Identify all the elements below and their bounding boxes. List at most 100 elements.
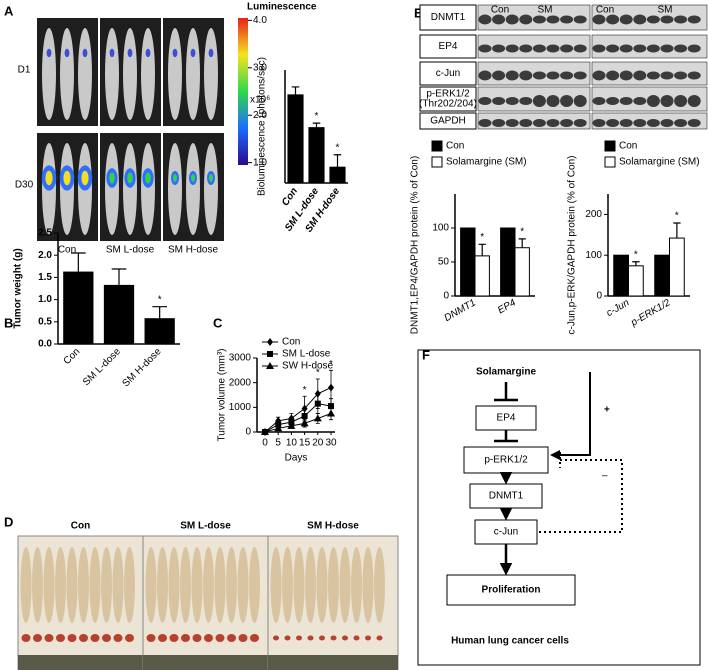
mouse [78, 547, 89, 623]
band [573, 44, 587, 53]
blot-label-box [419, 34, 477, 59]
legend-swatch [604, 140, 616, 152]
marker [274, 424, 283, 432]
tumor [90, 634, 100, 642]
mouse [186, 143, 200, 235]
band [505, 97, 519, 105]
pathway-edge [494, 382, 518, 402]
band [606, 119, 620, 127]
band [478, 70, 492, 81]
lane-label: SM [658, 5, 673, 16]
band [492, 97, 506, 105]
band [505, 14, 519, 25]
signal-core [45, 170, 53, 186]
mouse [186, 28, 200, 120]
band [592, 70, 606, 81]
band [519, 70, 533, 81]
band [674, 71, 688, 80]
signal-core [145, 172, 151, 184]
band [592, 119, 606, 127]
band [633, 14, 647, 25]
marker [301, 412, 308, 419]
signal [127, 48, 133, 58]
significance: * [675, 211, 679, 222]
signal [64, 48, 70, 58]
y-tick-label: 1.0 [38, 294, 52, 305]
bar [474, 255, 490, 297]
marker [328, 403, 334, 410]
x-tick-label: SM H-dose [121, 346, 164, 389]
pathway-box [474, 519, 538, 545]
mouse [89, 547, 101, 623]
error-bar [333, 154, 342, 168]
marker [267, 351, 273, 357]
line [264, 387, 332, 433]
ruler [268, 655, 398, 670]
band [505, 70, 519, 81]
mouse [204, 28, 218, 120]
bar [654, 254, 670, 297]
mouse [305, 547, 316, 623]
signal-core [81, 170, 89, 186]
y-tick-label: 2.5 [38, 228, 52, 239]
marker [313, 414, 322, 422]
panel-label: C [213, 315, 223, 330]
bar [144, 318, 175, 345]
pathway-caption: Human lung cancer cells [451, 636, 569, 647]
mouse [112, 547, 124, 623]
pathway-box [463, 446, 549, 474]
bar [514, 247, 530, 297]
y-tick-label: 200 [585, 209, 602, 220]
group-label: Con [71, 521, 90, 532]
pathway-sign: + [604, 405, 610, 416]
legend-label: Con [446, 141, 464, 152]
tumor [33, 634, 42, 642]
significance: * [315, 111, 319, 122]
protein-label: GAPDH [430, 116, 466, 127]
y-tick-label: 100 [585, 250, 602, 261]
pathway-node: DNMT1 [489, 491, 524, 502]
mouse [55, 547, 66, 623]
band [633, 119, 647, 127]
tumor [330, 635, 337, 641]
tumor [125, 634, 134, 642]
mouse [293, 547, 305, 623]
x-tick-label: 5 [275, 438, 281, 449]
mouse [123, 28, 137, 120]
y-axis-label: Tumor weight (g) [13, 248, 24, 328]
band [606, 97, 620, 105]
mouse [204, 143, 218, 235]
x-tick-label: c-Jun [605, 297, 632, 319]
band [492, 44, 506, 53]
band [478, 14, 492, 25]
bar [669, 237, 685, 297]
blot-label-box [419, 61, 477, 86]
pathway-edge [550, 372, 591, 460]
tumor [296, 635, 302, 641]
tumor [284, 635, 291, 641]
pathway-node: c-Jun [494, 527, 518, 538]
x-tick-label: 10 [286, 438, 298, 449]
y-axis-label: DNMT1,EP4/GAPDH protein (% of Con) [410, 156, 421, 334]
tumor [250, 634, 259, 642]
tumor [21, 634, 31, 642]
band [660, 119, 674, 127]
marker [261, 428, 269, 435]
band [660, 44, 674, 53]
y-axis-label: c-Jun,p-ERK/GAPDH protein (% of Con) [567, 156, 578, 335]
band [492, 119, 506, 127]
signal-core [209, 174, 213, 182]
colorbar-tick-label: 2.0 [253, 110, 267, 121]
lane-label: SM [538, 5, 553, 16]
tumor [319, 635, 325, 641]
error-bar [71, 252, 86, 273]
band [573, 119, 587, 127]
x-tick-label: 20 [312, 438, 324, 449]
band [519, 14, 533, 25]
band [619, 119, 633, 127]
band [687, 71, 701, 80]
error-bar [673, 222, 681, 239]
y-tick-label: 0 [443, 291, 449, 302]
band [633, 97, 647, 105]
band [592, 44, 606, 53]
